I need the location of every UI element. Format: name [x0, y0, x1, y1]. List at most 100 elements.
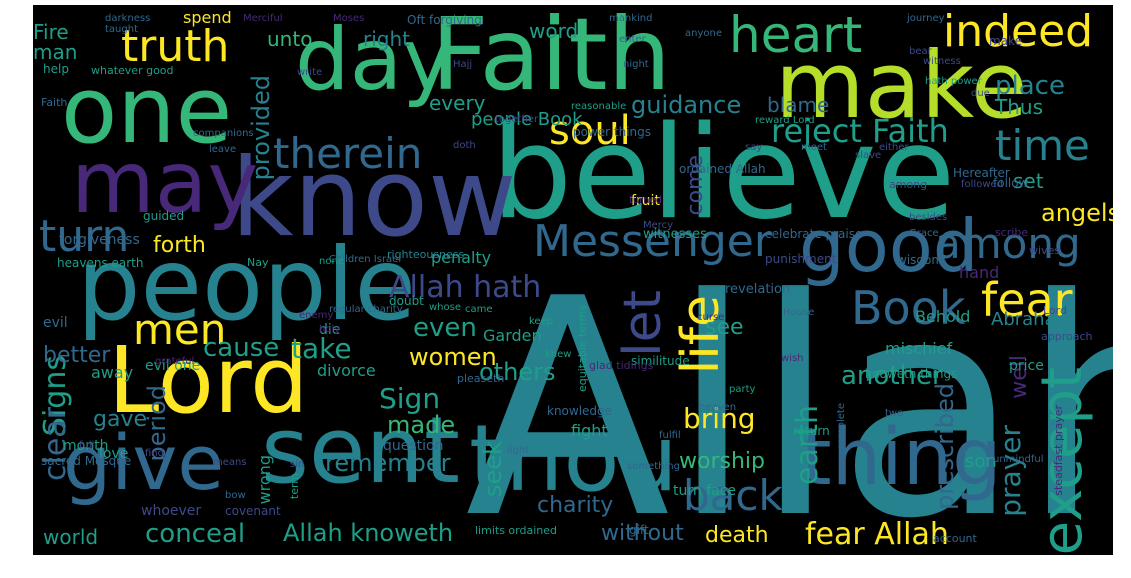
cloud-word: divorce [317, 361, 376, 380]
cloud-word: help [43, 62, 69, 76]
cloud-word: women [409, 343, 497, 371]
cloud-word: wisdom [897, 253, 944, 267]
cloud-word: glad tidings [589, 359, 654, 372]
cloud-word: guidance [631, 91, 742, 119]
cloud-word: price [1009, 358, 1044, 374]
cloud-word: seek [479, 441, 507, 497]
cloud-word: ordained Allah [679, 162, 766, 176]
cloud-word: none [319, 256, 344, 267]
cloud-word: may [71, 133, 259, 233]
cloud-word: Messenger [533, 216, 772, 267]
cloud-word: word [529, 19, 579, 43]
cloud-word: away [91, 363, 134, 382]
cloud-word: witness [923, 56, 961, 67]
cloud-word: Abraham [991, 309, 1074, 330]
cloud-word: complete [836, 403, 847, 450]
cloud-word: reward Lord [755, 115, 815, 126]
cloud-word: Lord [108, 327, 309, 434]
cloud-word: hand [959, 263, 1000, 282]
cloud-word: leave [209, 144, 237, 155]
cloud-word: two [885, 408, 904, 419]
cloud-word: fear Allah [805, 517, 949, 552]
cloud-word: love [99, 446, 129, 462]
cloud-word: among [889, 178, 928, 191]
cloud-word: mischief [885, 339, 953, 358]
cloud-word: give [63, 418, 225, 507]
cloud-word: keep [529, 316, 554, 327]
cloud-word: unmindful [993, 454, 1044, 465]
cloud-word: penalty [431, 248, 492, 267]
cloud-word: heavens earth [57, 256, 144, 270]
cloud-word: cause [203, 333, 280, 363]
cloud-word: revelation [725, 282, 791, 297]
cloud-word: know [231, 136, 517, 261]
cloud-word: due [971, 88, 990, 99]
cloud-word: blame [767, 93, 830, 117]
cloud-word: light [507, 445, 530, 456]
cloud-word: Hajj [453, 59, 473, 70]
cloud-word: others [479, 358, 556, 386]
cloud-word: set [1013, 169, 1044, 193]
cloud-word: soul [549, 108, 631, 154]
cloud-word: Faith [431, 5, 671, 113]
cloud-word: darkness [105, 13, 151, 24]
cloud-word: find [145, 448, 164, 459]
cloud-word: regular charity [329, 304, 403, 315]
cloud-word: hath power [925, 76, 982, 87]
cloud-word: son [965, 451, 997, 472]
cloud-word: bring [683, 402, 756, 435]
cloud-word: spend [183, 8, 232, 27]
cloud-word: charity [537, 493, 614, 518]
cloud-word: unto [267, 27, 313, 51]
cloud-word: grateful [155, 356, 195, 367]
cloud-word: among [935, 219, 1081, 268]
cloud-word: remember [325, 449, 451, 477]
cloud-word: curse [697, 312, 725, 323]
cloud-word: Allah [465, 235, 1113, 556]
cloud-word: write [297, 67, 323, 78]
cloud-word: right [363, 27, 410, 51]
cloud-word: steadfast prayer [1052, 405, 1065, 496]
cloud-word: let [613, 290, 673, 357]
cloud-word: anyone [685, 28, 722, 39]
cloud-word: return [793, 424, 830, 438]
cloud-word: Hereafter [953, 166, 1010, 180]
cloud-word: Grace [909, 228, 939, 239]
cloud-word: die [319, 322, 341, 338]
cloud-word: whatever good [91, 64, 174, 77]
cloud-word: reasonable [571, 101, 627, 112]
cloud-word: angels [1041, 199, 1113, 227]
word-cloud: AllahbelieveFaithknowmakepeopleonedayLor… [33, 5, 1113, 555]
cloud-word: turn [39, 211, 130, 262]
cloud-word: without [601, 521, 684, 546]
cloud-word: fight [571, 421, 608, 440]
cloud-word: good [799, 204, 979, 288]
cloud-word: companions [193, 128, 254, 139]
cloud-word: heart [729, 6, 863, 64]
cloud-word: full [79, 440, 95, 451]
cloud-word: celebrate praise [765, 227, 863, 241]
cloud-word: night [623, 59, 649, 70]
cloud-word: power things [573, 125, 652, 139]
cloud-word: slave [855, 150, 882, 161]
cloud-word: take [291, 332, 352, 365]
cloud-word: doubt [389, 294, 424, 308]
cloud-word: meet [801, 142, 827, 153]
cloud-word: Mercy [643, 220, 674, 231]
cloud-word: Moses [333, 13, 365, 24]
cloud-word: Thus [995, 95, 1043, 119]
cloud-word: Allah hath [389, 270, 542, 305]
cloud-word: forth [153, 233, 206, 258]
cloud-word: enemy [299, 310, 334, 321]
cloud-word: sin [290, 459, 305, 470]
cloud-word: means [213, 457, 247, 468]
cloud-word: Sign [379, 382, 441, 415]
cloud-word: similitude [631, 354, 690, 368]
cloud-word: sacred Mosque [41, 454, 132, 468]
cloud-word: heaven [699, 402, 737, 413]
cloud-word: knowledge [547, 404, 613, 418]
cloud-word: Fire [33, 20, 69, 44]
cloud-word: people Book [471, 109, 583, 130]
cloud-word: month [63, 438, 109, 454]
cloud-word: another [841, 361, 943, 391]
